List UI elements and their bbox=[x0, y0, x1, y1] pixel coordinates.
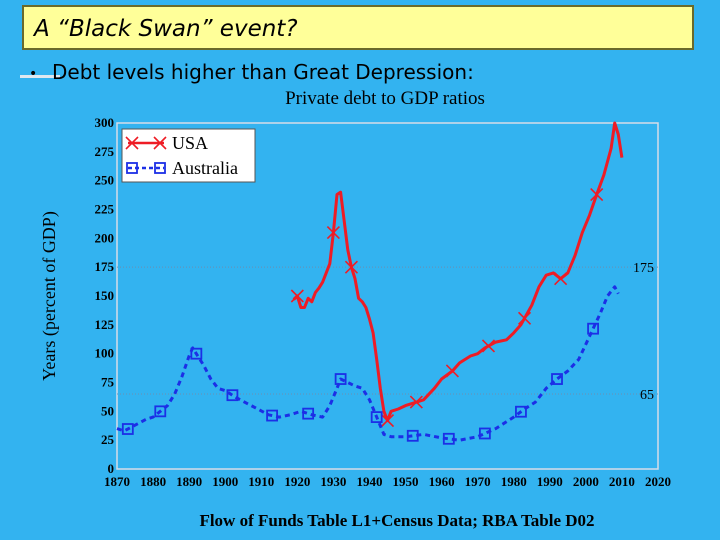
x-tick-label: 1900 bbox=[212, 474, 238, 489]
series-marker bbox=[344, 260, 358, 274]
series-marker bbox=[121, 423, 134, 435]
y-tick-label: 0 bbox=[108, 461, 115, 476]
series-marker bbox=[478, 427, 491, 440]
series-marker bbox=[154, 405, 167, 418]
y-tick-labels: 0 25 50 75 100 125 150 175 200 225 250 275 300 bbox=[95, 115, 115, 476]
y-tick-label: 25 bbox=[101, 432, 115, 447]
series-marker bbox=[370, 411, 383, 424]
legend-label: USA bbox=[172, 133, 208, 153]
series-marker bbox=[515, 405, 527, 418]
y-tick-label: 175 bbox=[95, 259, 115, 274]
reference-lines: 175 65 bbox=[117, 261, 658, 403]
x-tick-label: 1990 bbox=[537, 474, 563, 489]
x-tick-label: 2020 bbox=[645, 474, 671, 489]
legend-marker bbox=[153, 136, 167, 150]
series-marker bbox=[302, 407, 315, 420]
title-box: A “Black Swan” event? bbox=[22, 5, 694, 50]
series-marker bbox=[409, 395, 423, 409]
legend-marker bbox=[125, 136, 139, 150]
series-australia bbox=[116, 285, 620, 445]
y-tick-label: 300 bbox=[95, 115, 115, 130]
x-tick-label: 1910 bbox=[248, 474, 274, 489]
series-marker bbox=[587, 322, 599, 335]
y-tick-label: 100 bbox=[95, 346, 115, 361]
x-axis-label: Flow of Funds Table L1+Census Data; RBA … bbox=[199, 511, 594, 530]
legend-label: Australia bbox=[172, 158, 238, 178]
slide-title: A “Black Swan” event? bbox=[34, 16, 298, 42]
series-marker bbox=[290, 289, 304, 303]
series-marker bbox=[481, 339, 496, 353]
x-tick-label: 1960 bbox=[429, 474, 455, 489]
series-marker bbox=[442, 432, 455, 445]
legend: USA Australia bbox=[121, 128, 256, 183]
y-tick-label: 250 bbox=[95, 173, 115, 188]
series-marker bbox=[590, 187, 604, 202]
y-axis-label: Years (percent of GDP) bbox=[39, 211, 60, 381]
legend-marker bbox=[126, 162, 138, 174]
legend-box bbox=[121, 128, 256, 183]
x-tick-label: 1930 bbox=[320, 474, 346, 489]
x-tick-label: 1940 bbox=[356, 474, 382, 489]
series-marker bbox=[554, 272, 568, 286]
plot-frame bbox=[116, 122, 659, 470]
x-tick-label: 2010 bbox=[609, 474, 635, 489]
bullet-rule bbox=[20, 75, 60, 78]
series-marker bbox=[517, 311, 532, 325]
y-tick-label: 225 bbox=[95, 202, 115, 217]
y-tick-label: 150 bbox=[95, 288, 115, 303]
y-tick-label: 50 bbox=[101, 403, 114, 418]
x-tick-label: 1980 bbox=[501, 474, 527, 489]
series-usa bbox=[290, 121, 624, 428]
series-marker bbox=[445, 364, 459, 378]
x-tick-label: 1870 bbox=[104, 474, 130, 489]
y-tick-label: 275 bbox=[95, 144, 115, 159]
series-layer bbox=[116, 121, 624, 445]
bullet-text: Debt levels higher than Great Depression… bbox=[52, 60, 474, 84]
y-tick-label: 200 bbox=[95, 230, 115, 245]
x-tick-label: 1880 bbox=[140, 474, 166, 489]
series-marker bbox=[266, 409, 278, 422]
series-marker bbox=[226, 389, 239, 402]
x-tick-labels: 1870 1880 1890 1900 1910 1920 1930 1940 1950 1960… bbox=[104, 474, 671, 489]
legend-marker bbox=[154, 162, 166, 174]
series-marker bbox=[334, 373, 347, 385]
reference-label: 65 bbox=[640, 388, 654, 403]
x-tick-label: 1970 bbox=[465, 474, 491, 489]
chart-title: Private debt to GDP ratios bbox=[285, 88, 485, 109]
reference-label: 175 bbox=[633, 261, 654, 276]
y-tick-label: 75 bbox=[101, 375, 115, 390]
x-tick-label: 2000 bbox=[573, 474, 599, 489]
x-tick-label: 1890 bbox=[176, 474, 202, 489]
y-tick-label: 125 bbox=[95, 317, 115, 332]
series-line bbox=[116, 285, 620, 442]
series-marker bbox=[326, 226, 340, 240]
series-marker bbox=[406, 429, 419, 442]
series-marker bbox=[190, 347, 203, 360]
series-marker bbox=[380, 413, 395, 428]
bullet-dot-icon: • bbox=[29, 66, 38, 82]
x-tick-label: 1920 bbox=[284, 474, 310, 489]
series-marker bbox=[551, 373, 563, 385]
x-tick-label: 1950 bbox=[393, 474, 419, 489]
